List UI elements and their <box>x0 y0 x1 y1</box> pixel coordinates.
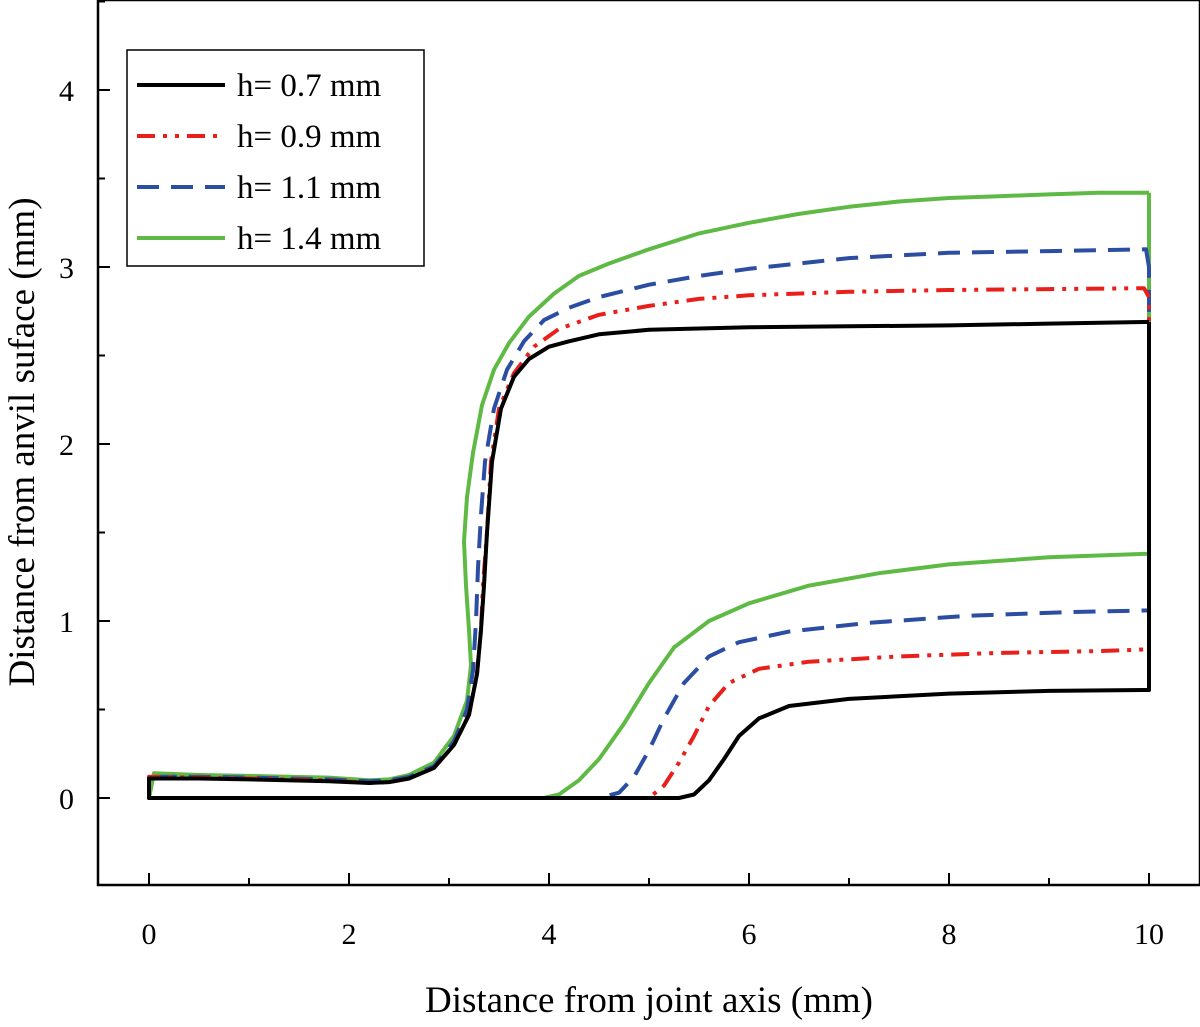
legend-label: h= 1.1 mm <box>237 170 382 206</box>
y-tick-label: 2 <box>59 429 74 462</box>
x-tick-label: 4 <box>542 918 557 951</box>
axis-ticks <box>98 0 1150 885</box>
x-tick-label: 8 <box>942 918 957 951</box>
legend-label: h= 1.4 mm <box>237 221 382 257</box>
legend-label: h= 0.7 mm <box>237 68 382 104</box>
x-tick-label: 10 <box>1134 918 1164 951</box>
y-tick-label: 0 <box>59 783 74 816</box>
x-tick-label: 6 <box>742 918 757 951</box>
legend: h= 0.7 mm h= 0.9 mm h= 1.1 mm h= 1.4 mm <box>126 49 425 267</box>
x-tick-label: 0 <box>142 918 157 951</box>
x-axis-title: Distance from joint axis (mm) <box>425 980 873 1021</box>
y-tick-label: 3 <box>59 252 74 285</box>
y-tick-label: 1 <box>59 606 74 639</box>
y-tick-label: 4 <box>59 75 74 108</box>
x-tick-label: 2 <box>342 918 357 951</box>
series-lines <box>147 190 1151 800</box>
series-line-2 <box>147 286 1151 800</box>
legend-items: h= 0.7 mm h= 0.9 mm h= 1.1 mm h= 1.4 mm <box>137 68 382 257</box>
legend-label: h= 0.9 mm <box>237 119 382 155</box>
series-line-4 <box>147 190 1151 800</box>
axis-tick-labels: 0 2 4 6 8 10 0 1 2 3 4 <box>59 75 1164 951</box>
y-axis-title: Distance from anvil suface (mm) <box>2 197 43 686</box>
series-line-1 <box>147 319 1151 800</box>
